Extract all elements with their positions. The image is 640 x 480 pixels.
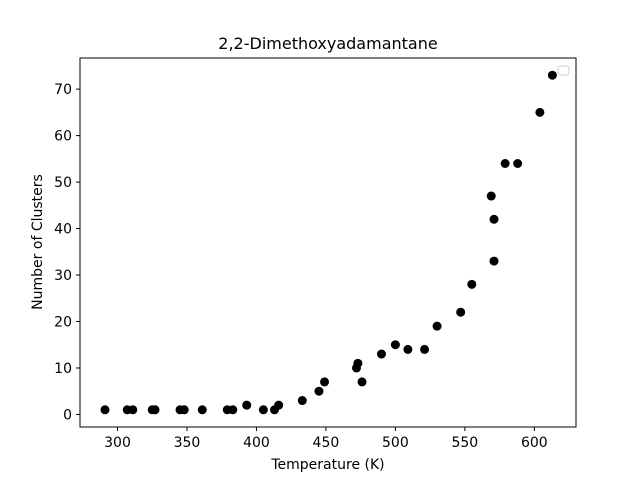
y-axis-label: Number of Clusters [30, 174, 46, 310]
x-tick-label: 300 [104, 435, 131, 451]
data-point [228, 405, 238, 415]
data-point [274, 400, 284, 410]
plot-area [79, 57, 577, 428]
y-tick-label: 70 [54, 82, 72, 98]
data-point [100, 405, 110, 415]
x-tick-label: 350 [174, 435, 201, 451]
y-axis: 0 10 20 30 40 50 60 70 [54, 82, 80, 423]
x-tick-label: 400 [243, 435, 270, 451]
data-point [390, 340, 400, 350]
y-tick-label: 10 [54, 361, 72, 377]
x-axis-label: Temperature (K) [270, 457, 384, 473]
data-point [357, 377, 367, 387]
data-point [128, 405, 138, 415]
data-point [403, 344, 413, 354]
data-point [500, 158, 510, 168]
y-tick-label: 0 [63, 407, 72, 423]
data-point [513, 158, 523, 168]
x-axis: 300 350 400 450 500 550 600 [104, 427, 548, 451]
legend-box [557, 65, 570, 76]
data-point [456, 307, 466, 317]
data-point [376, 349, 386, 359]
data-point [489, 214, 499, 224]
y-tick-label: 20 [54, 315, 72, 331]
data-point [179, 405, 189, 415]
data-point [467, 279, 477, 289]
x-tick-label: 450 [313, 435, 340, 451]
data-points [100, 70, 557, 415]
data-point [353, 358, 363, 368]
y-tick-label: 40 [54, 222, 72, 238]
data-point [420, 344, 430, 354]
x-tick-label: 500 [382, 435, 409, 451]
data-point [258, 405, 268, 415]
x-tick-label: 600 [521, 435, 548, 451]
y-tick-label: 30 [54, 268, 72, 284]
data-point [242, 400, 252, 410]
data-point [489, 256, 499, 266]
y-tick-label: 60 [54, 129, 72, 145]
plot-frame [79, 57, 577, 428]
data-point [197, 405, 207, 415]
data-point [314, 386, 324, 396]
data-point [547, 70, 557, 80]
y-tick-label: 50 [54, 175, 72, 191]
data-point [150, 405, 160, 415]
x-tick-label: 550 [451, 435, 478, 451]
chart-title: 2,2-Dimethoxyadamantane [218, 34, 437, 53]
data-point [320, 377, 330, 387]
data-point [486, 191, 496, 201]
data-point [432, 321, 442, 331]
data-point [297, 396, 307, 406]
data-point [535, 107, 545, 117]
